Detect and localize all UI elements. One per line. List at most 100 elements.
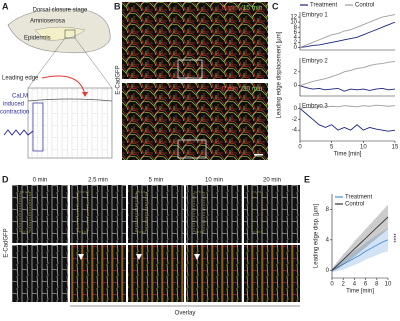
x-tick-label: 10 bbox=[360, 145, 367, 151]
image-texture bbox=[70, 245, 126, 302]
series-line bbox=[299, 21, 396, 48]
label: Dorsal closure stage bbox=[33, 8, 88, 14]
series-line bbox=[331, 239, 389, 271]
roi bbox=[177, 59, 203, 79]
label: contraction bbox=[0, 110, 29, 116]
label: Leading edge bbox=[2, 76, 39, 82]
arrow bbox=[41, 75, 86, 96]
panel-d: D E-CadGFP Overlay 0 min 2.5 min 5 min 10 m… bbox=[2, 174, 300, 317]
significance: **** bbox=[389, 233, 395, 243]
y-tick-label: 12 bbox=[290, 15, 297, 21]
image-texture bbox=[244, 185, 300, 243]
roi bbox=[193, 191, 205, 233]
scale-bar bbox=[254, 154, 263, 156]
image-texture bbox=[128, 245, 184, 302]
y-tick-label: 0 bbox=[294, 106, 298, 112]
x-tick-label: 5 bbox=[330, 145, 334, 151]
image-texture bbox=[122, 2, 268, 79]
x-axis-label: Time [min] bbox=[346, 289, 374, 295]
y-tick-label: 4 bbox=[326, 237, 330, 243]
y-tick-label: 4 bbox=[294, 35, 298, 41]
image-texture bbox=[128, 185, 184, 243]
leading-edge-line bbox=[27, 98, 113, 102]
time-label: 20 min bbox=[263, 178, 281, 184]
y-tick-label: 8 bbox=[294, 25, 298, 31]
time-label: 0 min bbox=[222, 5, 238, 12]
y-axis-label: Leading edge disp. [µm] bbox=[314, 204, 320, 268]
arrowhead bbox=[78, 254, 84, 260]
y-tick-label: 6 bbox=[294, 30, 298, 36]
series-line bbox=[299, 108, 396, 132]
image-texture bbox=[244, 245, 300, 302]
panel-letter: B bbox=[114, 1, 121, 11]
x-tick-label: 6 bbox=[364, 282, 368, 288]
roi bbox=[19, 191, 31, 233]
time-label: 10 min bbox=[205, 178, 223, 184]
image-texture bbox=[186, 245, 242, 302]
chart-title: Embryo 1 bbox=[302, 13, 328, 19]
arrowhead bbox=[82, 92, 88, 97]
label: CaLM bbox=[12, 94, 28, 100]
panel-b: B 0 min /15 min 0 min /30 min E-CadGFP bbox=[114, 1, 268, 160]
x-tick-label: 10 bbox=[385, 282, 392, 288]
panel-letter: A bbox=[2, 1, 9, 11]
panel-letter: C bbox=[272, 1, 279, 11]
y-tick-label: 0 bbox=[294, 45, 298, 51]
series-line bbox=[299, 61, 396, 87]
y-tick-label: 2 bbox=[294, 40, 298, 46]
image-texture bbox=[12, 185, 68, 243]
axes bbox=[299, 12, 395, 51]
zoom-box bbox=[64, 29, 76, 39]
time-label: 0 min bbox=[33, 178, 48, 184]
x-tick-label: 0 bbox=[330, 282, 334, 288]
y-tick-label: 10 bbox=[290, 20, 297, 26]
panel-c: C Leading edge displacement [µm] 0246810… bbox=[272, 1, 399, 157]
roi bbox=[251, 191, 263, 233]
time-label: /30 min bbox=[241, 86, 263, 93]
series-line bbox=[299, 14, 396, 48]
image-texture bbox=[70, 185, 126, 243]
channel-label: E-CadGFP bbox=[116, 65, 122, 94]
chart-title: Embryo 2 bbox=[302, 59, 328, 65]
image-texture bbox=[12, 245, 68, 302]
series-line bbox=[331, 216, 389, 271]
x-tick-label: 0 bbox=[298, 145, 302, 151]
y-tick-label: -4 bbox=[292, 128, 298, 134]
x-axis-label: Time [min] bbox=[334, 152, 362, 158]
amnioserosa-shape bbox=[34, 26, 86, 41]
legend-label: Control bbox=[345, 202, 364, 208]
panel-e: E **** 0 4 8 0 2 4 6 8 10 Time [min] Leading edge … bbox=[304, 174, 395, 294]
roi bbox=[177, 139, 207, 159]
image-texture bbox=[186, 185, 242, 243]
label: induced bbox=[3, 102, 24, 108]
y-tick-label: -2 bbox=[292, 117, 298, 123]
laser bbox=[3, 129, 34, 136]
panel-letter: D bbox=[2, 174, 9, 184]
chart-title: Embryo 3 bbox=[302, 104, 328, 110]
channel-label: E-CadGFP bbox=[4, 228, 10, 257]
x-tick-label: 4 bbox=[353, 282, 357, 288]
series-line bbox=[299, 104, 396, 109]
error-band bbox=[332, 228, 388, 272]
cell-sketch bbox=[27, 87, 113, 159]
arrowhead bbox=[194, 254, 200, 260]
time-label: 2.5 min bbox=[88, 178, 108, 184]
zoom-lines bbox=[27, 37, 113, 89]
time-label: 0 min bbox=[222, 86, 238, 93]
y-tick-label: 2 bbox=[294, 69, 298, 75]
x-tick-label: 15 bbox=[392, 145, 399, 151]
roi bbox=[77, 191, 89, 233]
label: Epidermis bbox=[24, 36, 51, 42]
legend-label: Treatment bbox=[310, 3, 337, 9]
time-label: /15 min bbox=[241, 5, 263, 12]
series-line bbox=[299, 85, 396, 92]
legend-label: Control bbox=[355, 3, 374, 9]
overlay-label: Overlay bbox=[175, 311, 196, 317]
arrowhead bbox=[136, 254, 142, 260]
region bbox=[32, 102, 44, 152]
y-tick-label: 0 bbox=[326, 268, 330, 274]
roi bbox=[135, 191, 147, 233]
image-texture bbox=[122, 83, 268, 160]
time-label: 5 min bbox=[149, 178, 164, 184]
